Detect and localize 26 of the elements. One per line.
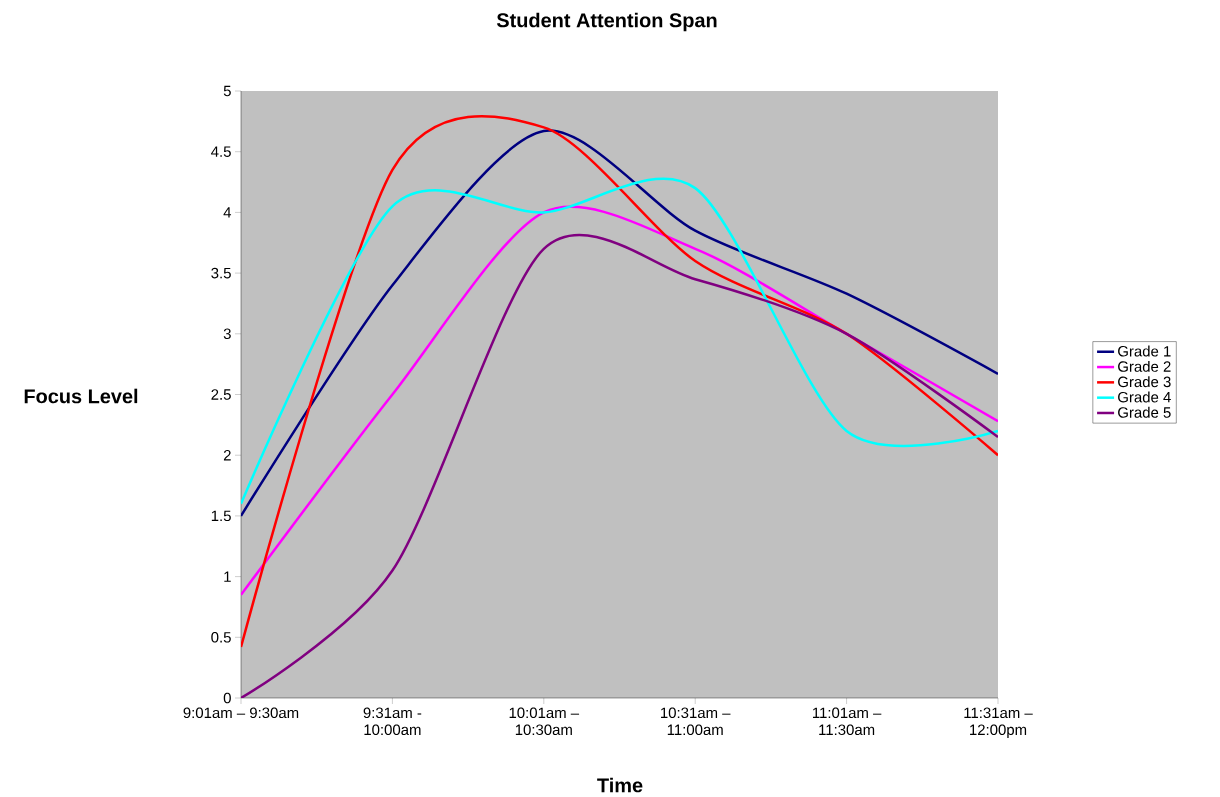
x-tick-label: 11:31am – 12:00pm — [964, 707, 1033, 738]
y-tick-label: 3.5 — [211, 267, 231, 279]
legend-label: Grade 1 — [1118, 345, 1171, 357]
y-tick-label: 4.5 — [211, 146, 231, 157]
x-tick-label: 9:31am - 10:00am — [363, 707, 422, 736]
y-tick-label: 3 — [223, 328, 231, 340]
x-tick-label: 10:31am – 11:00am — [661, 707, 731, 736]
y-tick-label: 0 — [223, 692, 231, 704]
y-tick-label: 2 — [223, 449, 231, 461]
chart-title: Student Attention Span — [496, 12, 717, 32]
y-tick-label: 1.5 — [211, 510, 231, 522]
y-tick-label: 4 — [223, 207, 232, 218]
legend-label: Grade 5 — [1118, 406, 1171, 418]
x-tick-label: 10:01am – 10:30am — [509, 707, 580, 736]
y-tick-label: 1 — [224, 571, 231, 582]
x-tick-label: 11:01am – 11:30am — [812, 707, 882, 736]
y-axis-title: Focus Level — [24, 388, 138, 404]
line-series — [241, 129, 999, 518]
x-tick-label: 9:01am – 9:30am — [183, 707, 299, 719]
legend-label: Grade 4 — [1118, 391, 1171, 403]
y-tick-label: 0.5 — [211, 632, 231, 643]
x-axis-title: Time — [597, 777, 643, 793]
y-tick-label: 5 — [223, 85, 231, 97]
legend-label: Grade 2 — [1118, 360, 1171, 372]
legend-label: Grade 3 — [1118, 376, 1171, 388]
y-tick-label: 2.5 — [211, 389, 231, 400]
